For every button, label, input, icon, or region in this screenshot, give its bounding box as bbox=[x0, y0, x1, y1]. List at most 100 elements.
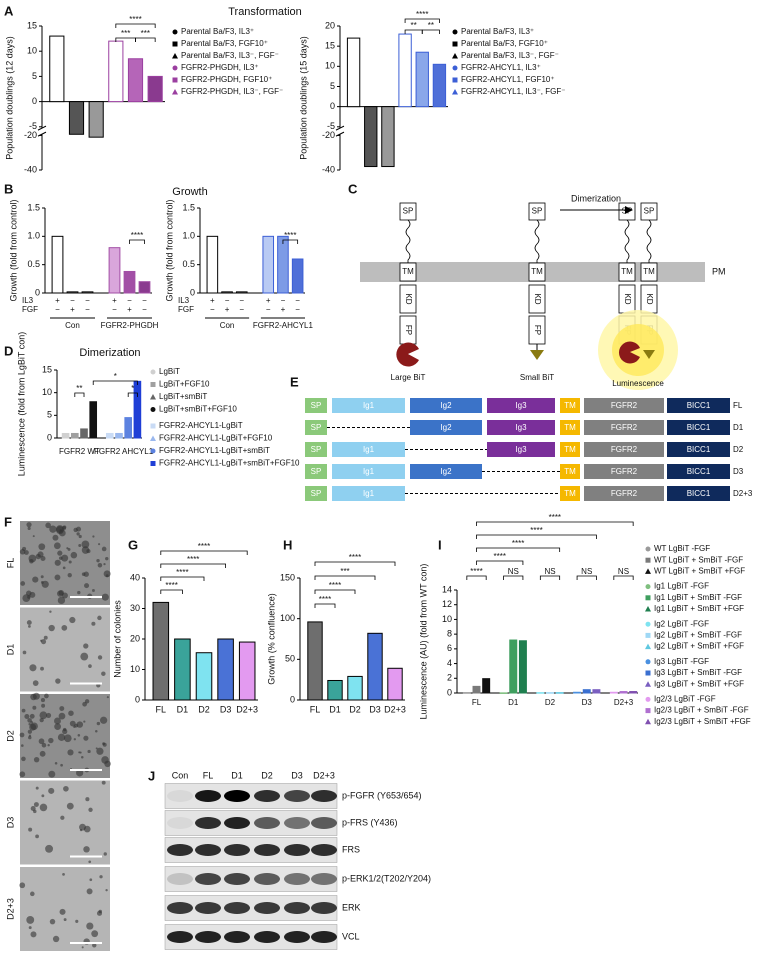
legend-marker bbox=[150, 369, 156, 375]
bit-label: Small BiT bbox=[520, 373, 554, 382]
bar bbox=[221, 291, 233, 294]
colony bbox=[67, 573, 72, 578]
legend-label: Ig1 LgBiT + SmBiT +FGF bbox=[654, 604, 744, 613]
x-tick-label: D2 bbox=[349, 704, 361, 714]
band bbox=[195, 817, 221, 829]
colony bbox=[44, 693, 49, 699]
colony bbox=[99, 875, 103, 879]
group-label: D3 bbox=[582, 698, 593, 707]
significance-label: NS bbox=[618, 567, 629, 576]
image-label: D1 bbox=[5, 644, 15, 656]
bar bbox=[609, 691, 618, 694]
colony bbox=[77, 734, 81, 737]
row-mark: − bbox=[239, 305, 244, 314]
bar bbox=[105, 432, 114, 439]
bar bbox=[277, 235, 289, 294]
domain-box bbox=[560, 420, 580, 435]
legend-label: Parental Ba/F3, FGF10⁺ bbox=[461, 39, 548, 48]
colony bbox=[85, 797, 90, 802]
significance-bracket bbox=[421, 29, 440, 34]
legend-label: LgBiT+smBiT bbox=[159, 392, 207, 401]
domain-box bbox=[332, 464, 405, 479]
domain-label: SP bbox=[532, 207, 543, 216]
colony bbox=[40, 666, 44, 671]
row-mark: − bbox=[295, 296, 300, 305]
domain-label: FP bbox=[404, 325, 413, 335]
colony bbox=[48, 737, 54, 744]
group-label: FL bbox=[472, 698, 482, 707]
colony bbox=[19, 882, 26, 889]
y-tick-label: 12 bbox=[442, 599, 452, 609]
small-bit bbox=[530, 350, 544, 360]
legend-marker bbox=[645, 643, 651, 650]
row-mark: − bbox=[85, 296, 90, 305]
bar bbox=[432, 63, 447, 108]
significance-bracket bbox=[314, 575, 376, 580]
domain-label: SP bbox=[311, 467, 322, 476]
legend-label: Ig3 LgBiT -FGF bbox=[654, 657, 709, 666]
group-label: Con bbox=[65, 321, 80, 330]
domain-box bbox=[584, 398, 664, 413]
colony bbox=[59, 706, 65, 711]
colony bbox=[76, 532, 80, 536]
axis-break-gap bbox=[38, 128, 46, 135]
colony bbox=[103, 852, 107, 856]
bar bbox=[347, 675, 363, 701]
blot-row-label: VCL bbox=[342, 931, 360, 941]
row-label: FGF bbox=[22, 305, 38, 314]
legend-label: Ig1 LgBiT + SmBiT -FGF bbox=[654, 593, 742, 602]
colony bbox=[29, 591, 36, 598]
significance-bracket bbox=[160, 563, 226, 568]
domain-label: TM bbox=[531, 267, 543, 276]
x-tick-label: D2+3 bbox=[384, 704, 406, 714]
bar bbox=[51, 235, 64, 294]
band bbox=[254, 817, 280, 829]
significance-label: **** bbox=[530, 526, 542, 535]
bar bbox=[123, 270, 136, 294]
legend-marker bbox=[452, 53, 458, 59]
significance-bracket bbox=[476, 534, 597, 539]
domain-box bbox=[584, 486, 664, 501]
y-tick-label: 0 bbox=[330, 101, 335, 111]
y-tick-label: 8 bbox=[447, 629, 452, 639]
colony bbox=[19, 732, 25, 738]
bar bbox=[66, 291, 79, 294]
y-tick-label: 0 bbox=[190, 287, 195, 297]
significance-label: ** bbox=[411, 21, 417, 30]
domain-box bbox=[305, 486, 327, 501]
lane-label: D2 bbox=[261, 770, 273, 780]
legend-marker bbox=[150, 423, 156, 429]
colony bbox=[28, 827, 33, 832]
row-label: D2+3 bbox=[733, 489, 753, 498]
significance-label: **** bbox=[470, 567, 482, 576]
legend-label: Ig2/3 LgBiT + SmBiT -FGF bbox=[654, 706, 749, 715]
bar bbox=[262, 235, 275, 294]
colony bbox=[103, 570, 111, 578]
colony bbox=[96, 747, 104, 755]
significance-bracket bbox=[503, 575, 524, 580]
band bbox=[311, 873, 337, 885]
colony bbox=[33, 802, 39, 808]
chart-title: Growth bbox=[172, 186, 207, 198]
colony bbox=[21, 708, 26, 713]
colony bbox=[76, 721, 84, 728]
x-tick-label: FL bbox=[156, 704, 167, 714]
colony bbox=[58, 556, 63, 560]
significance-label: NS bbox=[581, 567, 592, 576]
colony bbox=[81, 572, 86, 576]
colony bbox=[30, 693, 37, 701]
domain-label: Ig2 bbox=[440, 423, 452, 432]
x-tick-label: D1 bbox=[329, 704, 341, 714]
significance-label: **** bbox=[416, 10, 428, 19]
image-label: FL bbox=[5, 558, 15, 569]
colony bbox=[48, 787, 55, 794]
arrow-head bbox=[625, 206, 633, 214]
image-label: D3 bbox=[5, 817, 15, 829]
legend-marker bbox=[172, 29, 178, 35]
domain-box bbox=[560, 486, 580, 501]
bar bbox=[89, 401, 98, 439]
bar bbox=[49, 35, 65, 103]
colony bbox=[40, 639, 43, 642]
domain-box bbox=[584, 420, 664, 435]
colony bbox=[101, 671, 106, 676]
